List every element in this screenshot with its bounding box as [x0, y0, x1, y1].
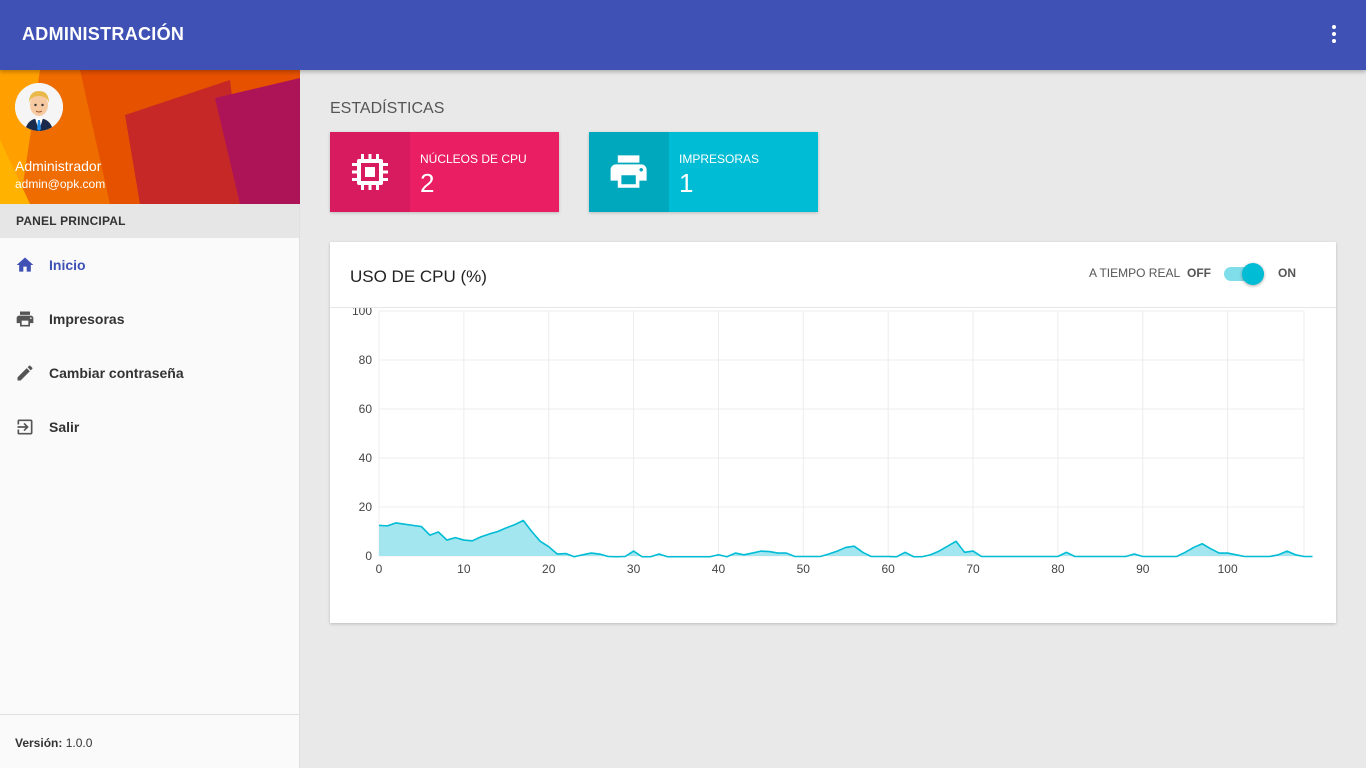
sidebar-item-label: Inicio: [49, 257, 86, 273]
stats-title: ESTADÍSTICAS: [330, 100, 445, 117]
cpu-chart-card: USO DE CPU (%) A TIEMPO REAL OFF ON 0 20 4…: [330, 242, 1336, 623]
sidebar-item-label: Impresoras: [49, 311, 125, 327]
realtime-label: A TIEMPO REAL: [1089, 266, 1181, 280]
x-tick-label: 80: [1051, 562, 1065, 576]
stat-card-printers: IMPRESORAS 1: [589, 132, 818, 212]
x-tick-label: 100: [1218, 562, 1238, 576]
toggle-on-label: ON: [1278, 266, 1296, 280]
x-tick-label: 50: [797, 562, 811, 576]
realtime-toggle[interactable]: [1224, 262, 1270, 286]
toggle-off-label: OFF: [1187, 266, 1211, 280]
stat-value: 2: [420, 168, 435, 198]
app-title: ADMINISTRACIÓN: [22, 24, 185, 44]
cpu-series-line: [378, 519, 1313, 558]
more-vert-icon[interactable]: [1324, 25, 1344, 47]
version-value: 1.0.0: [65, 736, 93, 750]
version-info: Versión: 1.0.0: [0, 714, 299, 768]
y-tick-label: 100: [352, 308, 372, 318]
y-tick-label: 0: [365, 549, 372, 563]
section-label: PANEL PRINCIPAL: [0, 204, 299, 238]
profile-header: Administrador admin@opk.com: [0, 70, 300, 204]
sidebar-item-impresoras[interactable]: Impresoras: [0, 292, 299, 346]
version-label: Versión:: [15, 736, 63, 750]
toggle-thumb[interactable]: [1242, 263, 1264, 285]
x-tick-label: 20: [542, 562, 556, 576]
sidebar-item-label: Cambiar contraseña: [49, 365, 184, 381]
cpu-chip-icon: [352, 154, 388, 190]
cpu-usage-chart: 0 20 40 60 80 100 0 10 20 30 40 50 60 70 80 90 100: [352, 308, 1313, 576]
x-tick-label: 10: [457, 562, 471, 576]
x-tick-label: 60: [881, 562, 895, 576]
sidebar-item-label: Salir: [49, 419, 80, 435]
icon-box: [330, 132, 410, 212]
user-name: Administrador: [15, 158, 102, 174]
y-tick-label: 40: [359, 451, 373, 465]
stat-label: IMPRESORAS: [679, 152, 760, 166]
user-email: admin@opk.com: [15, 177, 106, 191]
sidebar: Administrador admin@opk.com PANEL PRINCI…: [0, 70, 300, 768]
x-tick-label: 70: [966, 562, 980, 576]
exit-icon: [17, 419, 33, 435]
x-tick-label: 30: [627, 562, 641, 576]
x-tick-label: 0: [376, 562, 383, 576]
y-tick-label: 20: [359, 500, 373, 514]
main-content: ESTADÍSTICAS NÚCLEOS DE CPU 2: [300, 70, 1366, 768]
sidebar-item-salir[interactable]: Salir: [0, 400, 299, 454]
x-tick-label: 40: [712, 562, 726, 576]
sidebar-item-inicio[interactable]: Inicio: [0, 238, 299, 292]
stat-value: 1: [679, 168, 694, 198]
sidebar-item-cambiar-contrasena[interactable]: Cambiar contraseña: [0, 346, 299, 400]
y-tick-label: 80: [359, 353, 373, 367]
stat-card-cpu: NÚCLEOS DE CPU 2: [330, 132, 559, 212]
printer-icon: [16, 311, 34, 327]
avatar[interactable]: [15, 83, 63, 131]
app-bar: ADMINISTRACIÓN: [0, 0, 1366, 70]
chart-header: USO DE CPU (%) A TIEMPO REAL OFF ON: [330, 242, 1336, 308]
printer-icon: [610, 155, 647, 188]
cpu-area-fill: [379, 520, 1313, 557]
x-tick-label: 90: [1136, 562, 1150, 576]
icon-box: [589, 132, 669, 212]
home-icon: [16, 257, 34, 272]
stat-label: NÚCLEOS DE CPU: [420, 152, 527, 166]
profile-background: [0, 70, 300, 204]
chart-title: USO DE CPU (%): [350, 267, 487, 286]
pencil-icon: [17, 365, 33, 381]
y-tick-label: 60: [359, 402, 373, 416]
